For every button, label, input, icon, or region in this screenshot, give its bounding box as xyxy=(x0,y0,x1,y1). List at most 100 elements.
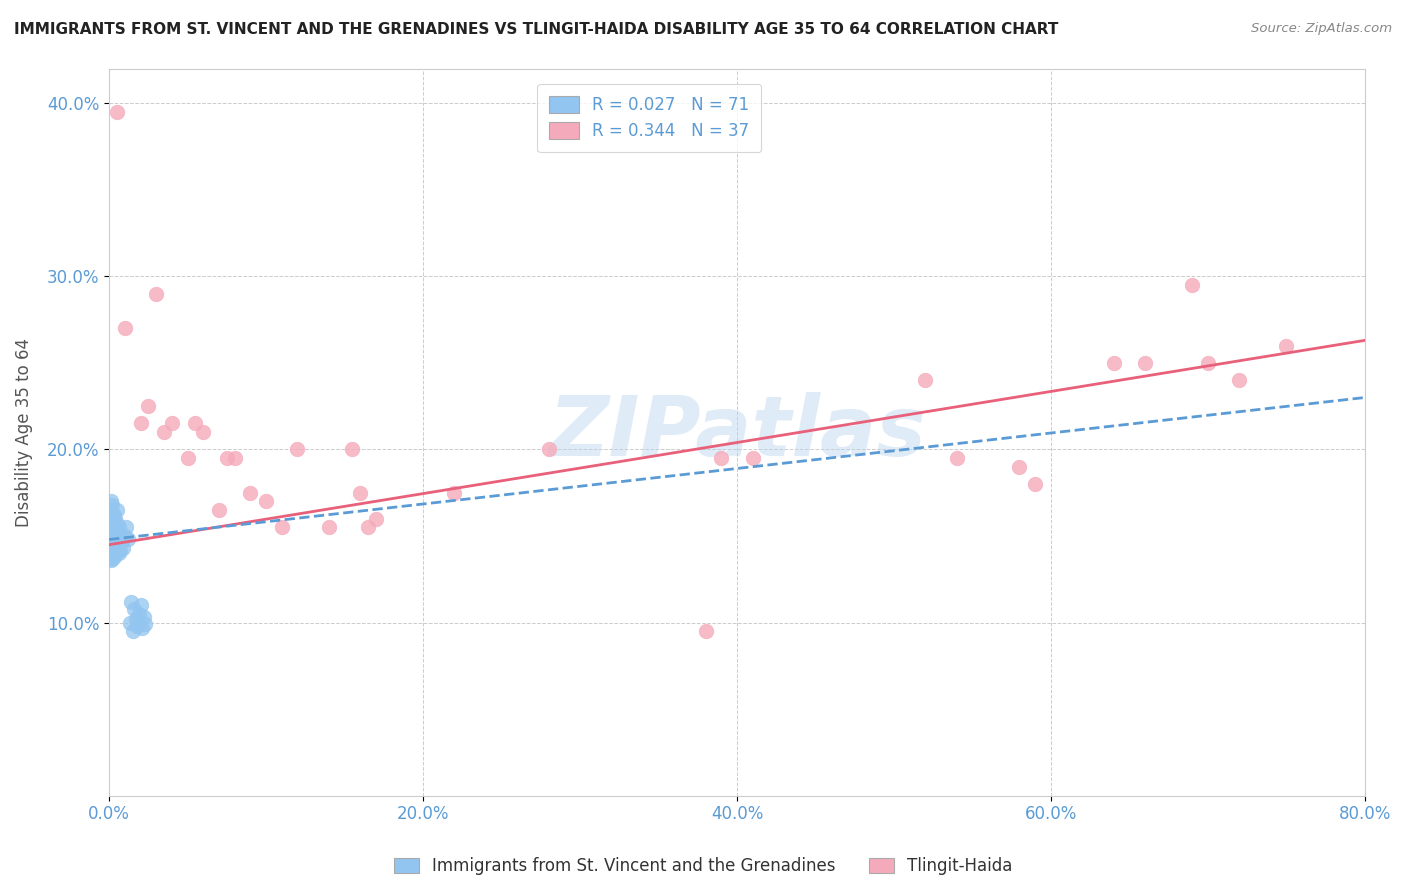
Point xyxy=(101,541,124,556)
Point xyxy=(710,451,733,466)
Point xyxy=(537,442,560,457)
Point xyxy=(100,494,122,508)
Point xyxy=(1102,356,1125,370)
Point xyxy=(104,520,127,534)
Point xyxy=(129,417,152,431)
Point xyxy=(254,494,277,508)
Point xyxy=(153,425,176,439)
Point xyxy=(104,533,127,547)
Point xyxy=(1024,477,1046,491)
Point xyxy=(115,520,138,534)
Point xyxy=(1008,459,1031,474)
Point xyxy=(215,451,238,466)
Point xyxy=(100,549,122,564)
Legend: Immigrants from St. Vincent and the Grenadines, Tlingit-Haida: Immigrants from St. Vincent and the Gren… xyxy=(385,849,1021,884)
Point xyxy=(100,516,122,531)
Point xyxy=(103,510,125,524)
Point xyxy=(103,508,125,523)
Point xyxy=(364,512,387,526)
Point xyxy=(131,621,153,635)
Point xyxy=(118,615,141,630)
Text: Source: ZipAtlas.com: Source: ZipAtlas.com xyxy=(1251,22,1392,36)
Point xyxy=(695,624,717,639)
Point xyxy=(107,546,129,560)
Point xyxy=(193,425,215,439)
Legend: R = 0.027   N = 71, R = 0.344   N = 37: R = 0.027 N = 71, R = 0.344 N = 37 xyxy=(537,84,761,153)
Point xyxy=(1227,373,1250,387)
Point xyxy=(104,525,127,540)
Point xyxy=(103,515,125,529)
Point xyxy=(101,520,124,534)
Point xyxy=(101,538,124,552)
Point xyxy=(100,533,122,547)
Point xyxy=(101,498,124,512)
Point xyxy=(117,533,139,547)
Point xyxy=(108,529,131,543)
Point xyxy=(107,520,129,534)
Point xyxy=(103,549,125,564)
Point xyxy=(128,607,150,621)
Point xyxy=(127,619,149,633)
Point xyxy=(103,529,125,543)
Point xyxy=(101,507,124,521)
Point xyxy=(114,529,136,543)
Point xyxy=(145,286,167,301)
Point xyxy=(98,546,121,560)
Point xyxy=(103,524,125,538)
Point xyxy=(100,520,122,534)
Point xyxy=(132,610,155,624)
Point xyxy=(105,516,128,531)
Point xyxy=(100,534,122,549)
Point xyxy=(104,541,127,556)
Point xyxy=(100,538,122,552)
Point xyxy=(103,546,125,560)
Y-axis label: Disability Age 35 to 64: Disability Age 35 to 64 xyxy=(15,338,32,526)
Point xyxy=(224,451,246,466)
Point xyxy=(208,503,231,517)
Point xyxy=(349,485,371,500)
Point xyxy=(101,551,124,566)
Point xyxy=(122,601,145,615)
Point xyxy=(101,542,124,557)
Point xyxy=(121,624,143,639)
Point xyxy=(129,599,152,613)
Point xyxy=(101,525,124,540)
Point xyxy=(100,529,122,543)
Point xyxy=(184,417,207,431)
Point xyxy=(107,533,129,547)
Point xyxy=(134,617,156,632)
Point xyxy=(100,515,122,529)
Point xyxy=(1197,356,1219,370)
Point xyxy=(342,442,364,457)
Point xyxy=(239,485,262,500)
Point xyxy=(318,520,340,534)
Point xyxy=(100,512,122,526)
Point xyxy=(100,544,122,558)
Point xyxy=(914,373,936,387)
Point xyxy=(105,503,128,517)
Point xyxy=(270,520,292,534)
Point xyxy=(101,534,124,549)
Point xyxy=(160,417,183,431)
Point xyxy=(108,542,131,557)
Point xyxy=(1275,338,1298,352)
Point xyxy=(105,538,128,552)
Point xyxy=(100,540,122,554)
Point xyxy=(101,515,124,529)
Point xyxy=(741,451,763,466)
Point xyxy=(357,520,380,534)
Point xyxy=(1181,277,1204,292)
Point xyxy=(112,541,135,556)
Point xyxy=(101,529,124,543)
Text: ZIPatlas: ZIPatlas xyxy=(548,392,927,473)
Text: IMMIGRANTS FROM ST. VINCENT AND THE GRENADINES VS TLINGIT-HAIDA DISABILITY AGE 3: IMMIGRANTS FROM ST. VINCENT AND THE GREN… xyxy=(14,22,1059,37)
Point xyxy=(111,534,134,549)
Point xyxy=(945,451,967,466)
Point xyxy=(100,503,122,517)
Point xyxy=(443,485,465,500)
Point xyxy=(105,104,128,119)
Point xyxy=(103,538,125,552)
Point xyxy=(1133,356,1156,370)
Point xyxy=(100,553,122,567)
Point xyxy=(100,508,122,523)
